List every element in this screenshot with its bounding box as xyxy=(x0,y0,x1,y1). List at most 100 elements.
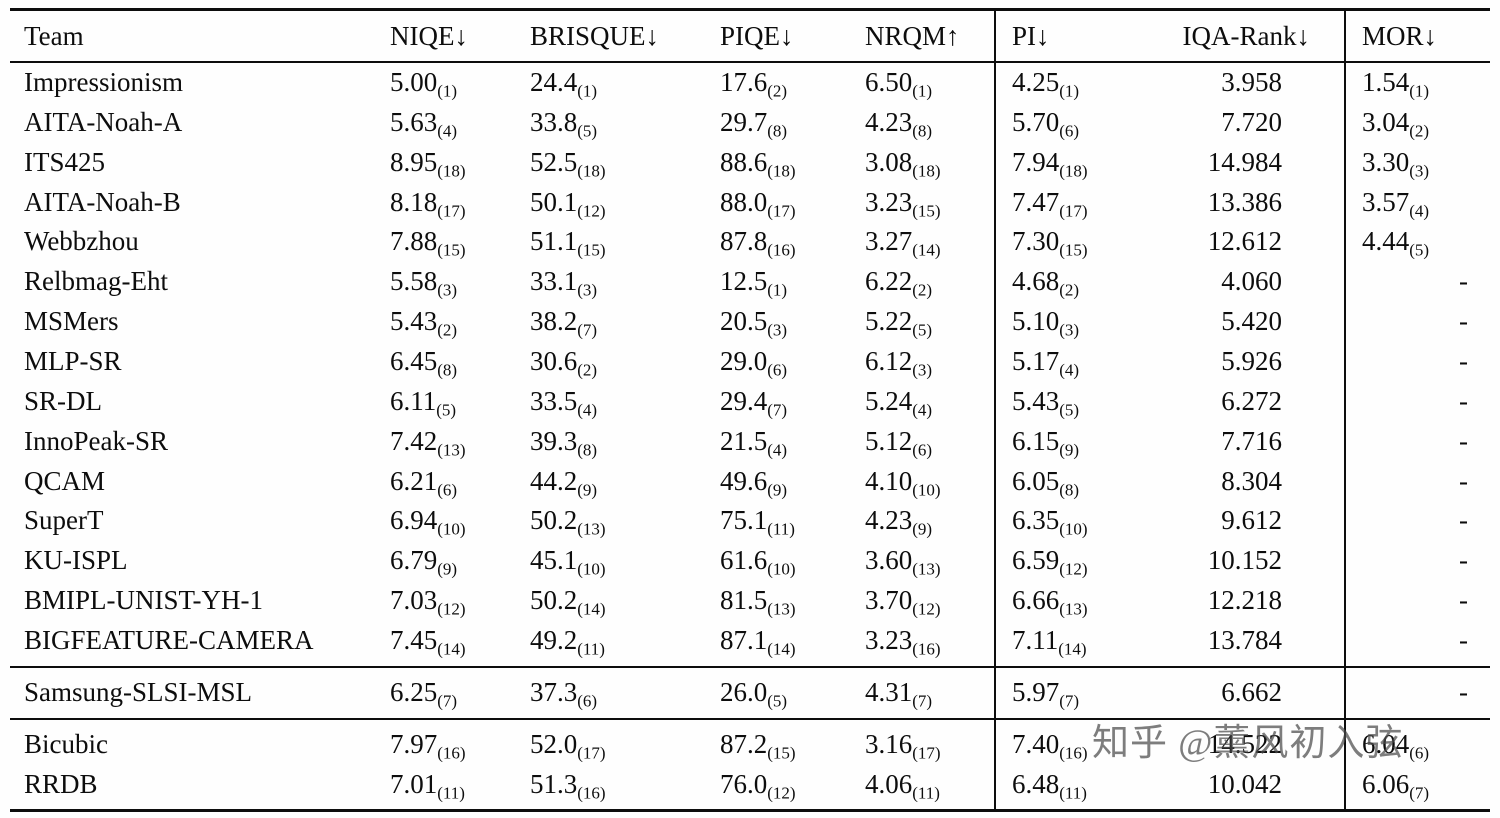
rank-subscript: (18) xyxy=(437,161,466,181)
metric-cell: 50.1(12) xyxy=(530,183,720,223)
metric-value: 30.6 xyxy=(530,346,578,377)
metric-cell: 4.25(1) xyxy=(994,62,1145,103)
metric-cell: - xyxy=(1344,421,1490,462)
metric-value: 37.3 xyxy=(530,676,578,707)
metric-value: 4.23 xyxy=(865,505,913,536)
metric-value: 5.10 xyxy=(1012,306,1060,337)
rank-subscript: (9) xyxy=(912,519,933,539)
metric-value: 88.0 xyxy=(720,186,768,217)
rank-subscript: (12) xyxy=(437,599,466,619)
rank-subscript: (18) xyxy=(577,161,606,181)
metric-cell: 5.10(3) xyxy=(994,302,1145,343)
metric-value: - xyxy=(1459,346,1468,377)
table-row: RRDB 7.01(11) 51.3(16) 76.0(12) 4.06(11) 6.48… xyxy=(10,764,1490,811)
metric-value: 26.0 xyxy=(720,676,768,707)
metric-value: 7.47 xyxy=(1012,186,1060,217)
rank-subscript: (5) xyxy=(912,320,933,340)
metric-value: 7.11 xyxy=(1012,625,1059,656)
metric-cell: 10.042 xyxy=(1145,765,1345,811)
metric-value: 5.22 xyxy=(865,306,913,337)
metric-value: 29.7 xyxy=(720,106,768,137)
metric-value: 50.2 xyxy=(530,585,578,616)
metric-cell: 6.66(13) xyxy=(994,581,1145,622)
rank-subscript: (7) xyxy=(767,400,788,420)
metric-cell: 7.716 xyxy=(1145,422,1345,462)
metric-value: 87.2 xyxy=(720,728,768,759)
metric-value: 5.70 xyxy=(1012,106,1060,137)
rank-subscript: (16) xyxy=(1059,743,1088,763)
table-row: Webbzhou 7.88(15) 51.1(15) 87.8(16) 3.27(14)… xyxy=(10,222,1490,263)
column-header: NRQM↑ xyxy=(865,9,995,63)
metric-value: 38.2 xyxy=(530,306,578,337)
metric-cell: 4.23(8) xyxy=(865,103,995,143)
metric-cell: 12.5(1) xyxy=(720,262,865,302)
rank-subscript: (1) xyxy=(912,81,933,101)
rank-subscript: (7) xyxy=(577,320,598,340)
table-row: BMIPL-UNIST-YH-1 7.03(12) 50.2(14) 81.5(13)… xyxy=(10,581,1490,622)
metric-value: 3.04 xyxy=(1362,106,1410,137)
rank-subscript: (12) xyxy=(767,783,796,803)
rank-subscript: (6) xyxy=(912,440,933,460)
metric-cell: 6.06(7) xyxy=(1344,764,1490,811)
table-row: Impressionism 5.00(1) 24.4(1) 17.6(2) 6.50(1… xyxy=(10,62,1490,103)
metric-value: 5.43 xyxy=(1012,385,1060,416)
metric-cell: 3.57(4) xyxy=(1344,182,1490,223)
metric-cell: 7.47(17) xyxy=(994,182,1145,223)
metric-cell: 6.11(5) xyxy=(390,382,530,422)
team-name: Bicubic xyxy=(10,717,390,765)
metric-cell: - xyxy=(1344,262,1490,303)
metric-cell: 26.0(5) xyxy=(720,665,865,719)
metric-value: 12.218 xyxy=(1207,585,1282,616)
rank-subscript: (6) xyxy=(577,691,598,711)
metric-cell: 24.4(1) xyxy=(530,62,720,103)
rank-subscript: (12) xyxy=(577,201,606,221)
metric-value: 7.97 xyxy=(390,728,438,759)
metric-value: 4.23 xyxy=(865,106,913,137)
metric-value: - xyxy=(1459,545,1468,576)
metric-cell: 14.984 xyxy=(1145,143,1345,183)
rank-subscript: (7) xyxy=(1409,783,1430,803)
metric-value: - xyxy=(1459,625,1468,656)
metric-cell: 1.54(1) xyxy=(1344,62,1490,103)
metric-cell: - xyxy=(1344,342,1490,382)
metric-value: 6.79 xyxy=(390,545,438,576)
metric-cell: 13.386 xyxy=(1145,183,1345,223)
metric-cell: 3.04(2) xyxy=(1344,102,1490,143)
metric-cell: 61.6(10) xyxy=(720,541,865,581)
metric-value: 49.2 xyxy=(530,625,578,656)
rank-subscript: (3) xyxy=(437,280,458,300)
rank-subscript: (6) xyxy=(437,480,458,500)
metric-value: 8.95 xyxy=(390,146,438,177)
metric-value: 6.50 xyxy=(865,67,913,97)
rank-subscript: (6) xyxy=(1059,121,1080,141)
metric-cell: 87.1(14) xyxy=(720,621,865,667)
table-row: AITA-Noah-A 5.63(4) 33.8(5) 29.7(8) 4.23(8) 5… xyxy=(10,102,1490,143)
metric-value: 7.720 xyxy=(1221,106,1282,137)
metric-value: 81.5 xyxy=(720,585,768,616)
metric-cell: 6.48(11) xyxy=(994,764,1145,811)
metric-cell: 5.70(6) xyxy=(994,102,1145,143)
metric-cell: 5.22(5) xyxy=(865,302,995,342)
metric-cell: 3.60(13) xyxy=(865,541,995,581)
metric-cell: - xyxy=(1344,581,1490,622)
metric-value: 7.88 xyxy=(390,226,438,257)
metric-cell: 81.5(13) xyxy=(720,581,865,621)
metric-value: 3.08 xyxy=(865,146,913,177)
metric-value: 4.06 xyxy=(865,768,913,799)
metric-value: 88.6 xyxy=(720,146,768,177)
metric-cell: 52.0(17) xyxy=(530,717,720,765)
metric-value: 49.6 xyxy=(720,465,768,496)
metric-cell: 14.522 xyxy=(1145,717,1345,765)
metric-value: 3.27 xyxy=(865,226,913,257)
rank-subscript: (10) xyxy=(767,559,796,579)
metric-cell: 3.08(18) xyxy=(865,143,995,183)
rank-subscript: (17) xyxy=(1059,201,1088,221)
metric-cell: 7.40(16) xyxy=(994,717,1145,765)
metric-value: 75.1 xyxy=(720,505,768,536)
metric-value: 8.18 xyxy=(390,186,438,217)
rank-subscript: (10) xyxy=(437,519,466,539)
rank-subscript: (6) xyxy=(767,360,788,380)
metric-value: 4.44 xyxy=(1362,226,1410,257)
metric-cell: 5.24(4) xyxy=(865,382,995,422)
